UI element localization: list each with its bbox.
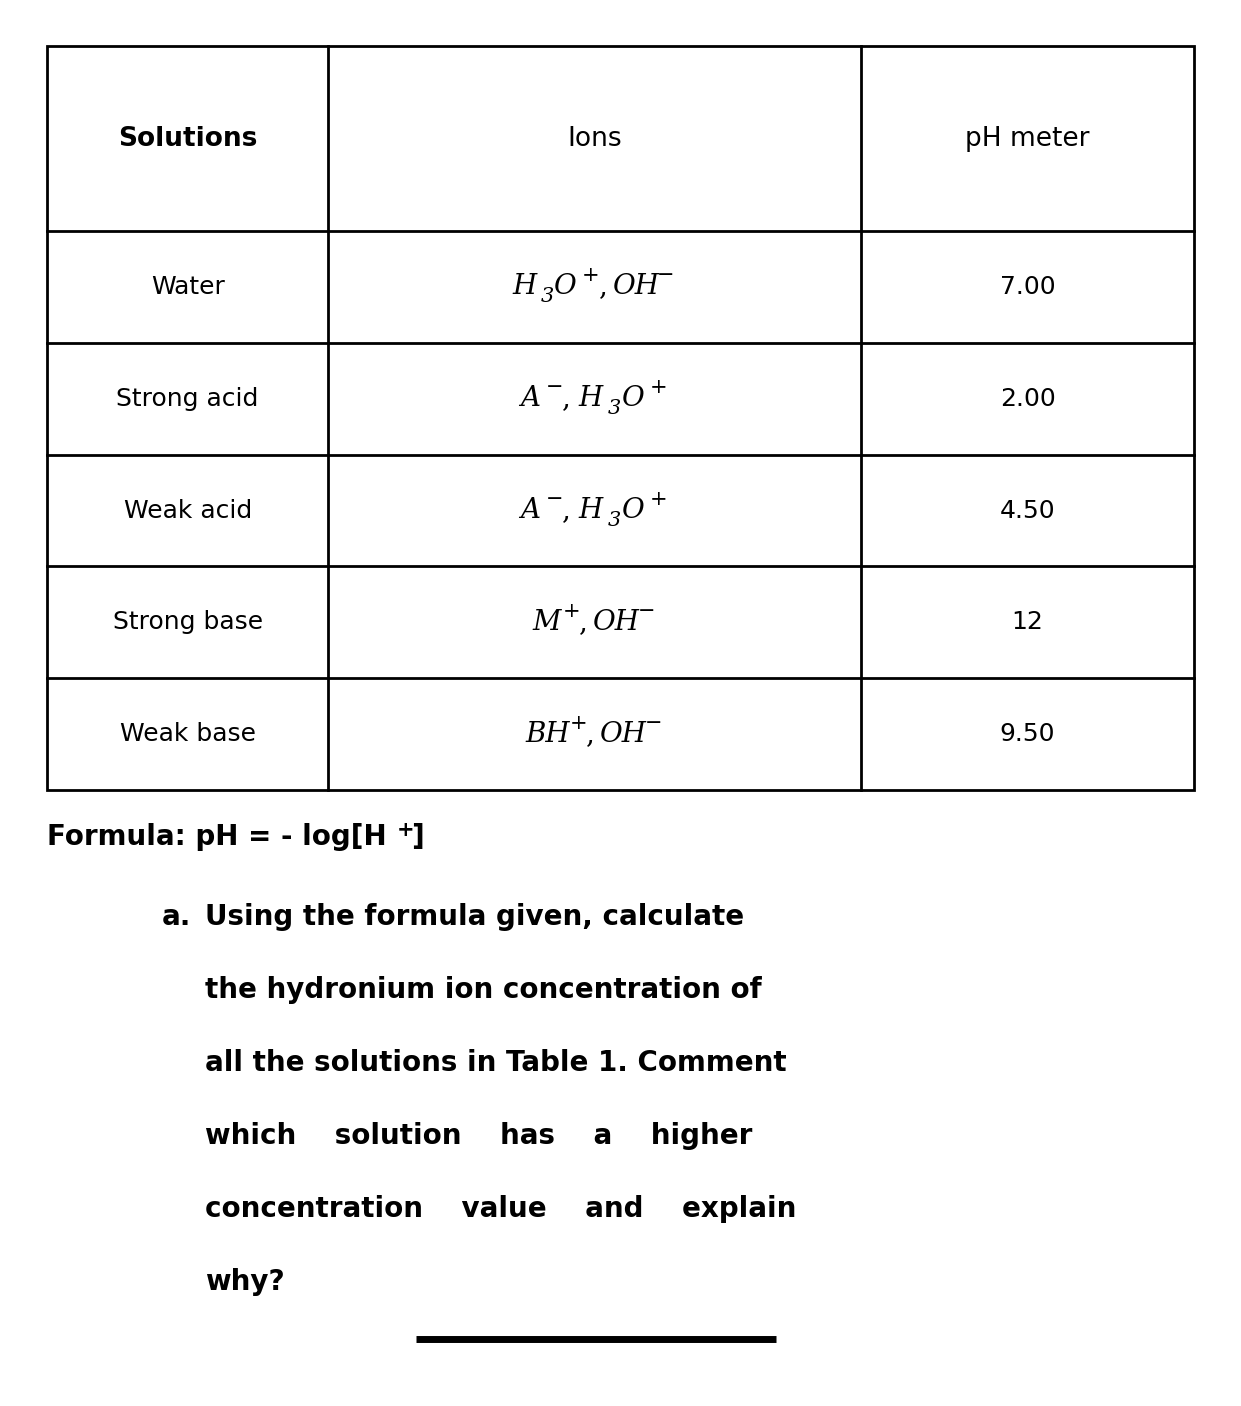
Text: 2.00: 2.00: [1000, 387, 1055, 411]
Text: +: +: [570, 714, 587, 733]
Text: +: +: [397, 820, 414, 839]
Text: which    solution    has    a    higher: which solution has a higher: [205, 1122, 752, 1150]
Text: H: H: [578, 385, 603, 412]
Text: 3: 3: [541, 287, 553, 307]
Text: Strong base: Strong base: [113, 610, 263, 634]
Text: A: A: [520, 498, 540, 524]
Text: O: O: [622, 385, 644, 412]
Text: Ions: Ions: [567, 125, 622, 152]
Text: +: +: [582, 266, 599, 285]
Text: 12: 12: [1011, 610, 1044, 634]
Text: −: −: [645, 714, 663, 733]
Text: −: −: [545, 489, 563, 509]
Text: why?: why?: [205, 1268, 284, 1296]
Text: ,: ,: [599, 273, 608, 301]
Text: concentration    value    and    explain: concentration value and explain: [205, 1195, 797, 1223]
Text: a.: a.: [161, 903, 191, 931]
Text: BH: BH: [525, 721, 570, 748]
Text: 4.50: 4.50: [1000, 499, 1055, 523]
Text: 7.00: 7.00: [1000, 274, 1055, 299]
Text: −: −: [638, 602, 655, 621]
Text: −: −: [658, 266, 675, 285]
Text: O: O: [555, 273, 577, 301]
Text: +: +: [649, 489, 668, 509]
Text: all the solutions in Table 1. Comment: all the solutions in Table 1. Comment: [205, 1049, 787, 1077]
Text: Formula: pH = - log[H: Formula: pH = - log[H: [47, 823, 387, 851]
Text: Water: Water: [150, 274, 225, 299]
Text: H: H: [513, 273, 537, 301]
Text: Strong acid: Strong acid: [117, 387, 259, 411]
Text: ,: ,: [562, 498, 571, 524]
Text: Weak base: Weak base: [119, 723, 256, 747]
Text: ,: ,: [580, 609, 588, 636]
Text: −: −: [545, 378, 563, 396]
Text: OH: OH: [601, 721, 648, 748]
Text: ,: ,: [562, 385, 571, 412]
Text: Weak acid: Weak acid: [124, 499, 252, 523]
Bar: [47, 46, 1194, 790]
Text: ]: ]: [411, 823, 423, 851]
Text: the hydronium ion concentration of: the hydronium ion concentration of: [205, 976, 762, 1004]
Text: ,: ,: [586, 721, 596, 748]
Text: 3: 3: [608, 510, 622, 530]
Text: A: A: [520, 385, 540, 412]
Text: OH: OH: [613, 273, 660, 301]
Text: O: O: [622, 498, 644, 524]
Text: Using the formula given, calculate: Using the formula given, calculate: [205, 903, 743, 931]
Text: OH: OH: [593, 609, 640, 636]
Text: M: M: [532, 609, 561, 636]
Text: pH meter: pH meter: [965, 125, 1090, 152]
Text: +: +: [562, 602, 581, 621]
Text: H: H: [578, 498, 603, 524]
Text: +: +: [649, 378, 668, 396]
Text: 9.50: 9.50: [1000, 723, 1055, 747]
Text: 3: 3: [608, 399, 622, 418]
Text: Solutions: Solutions: [118, 125, 257, 152]
